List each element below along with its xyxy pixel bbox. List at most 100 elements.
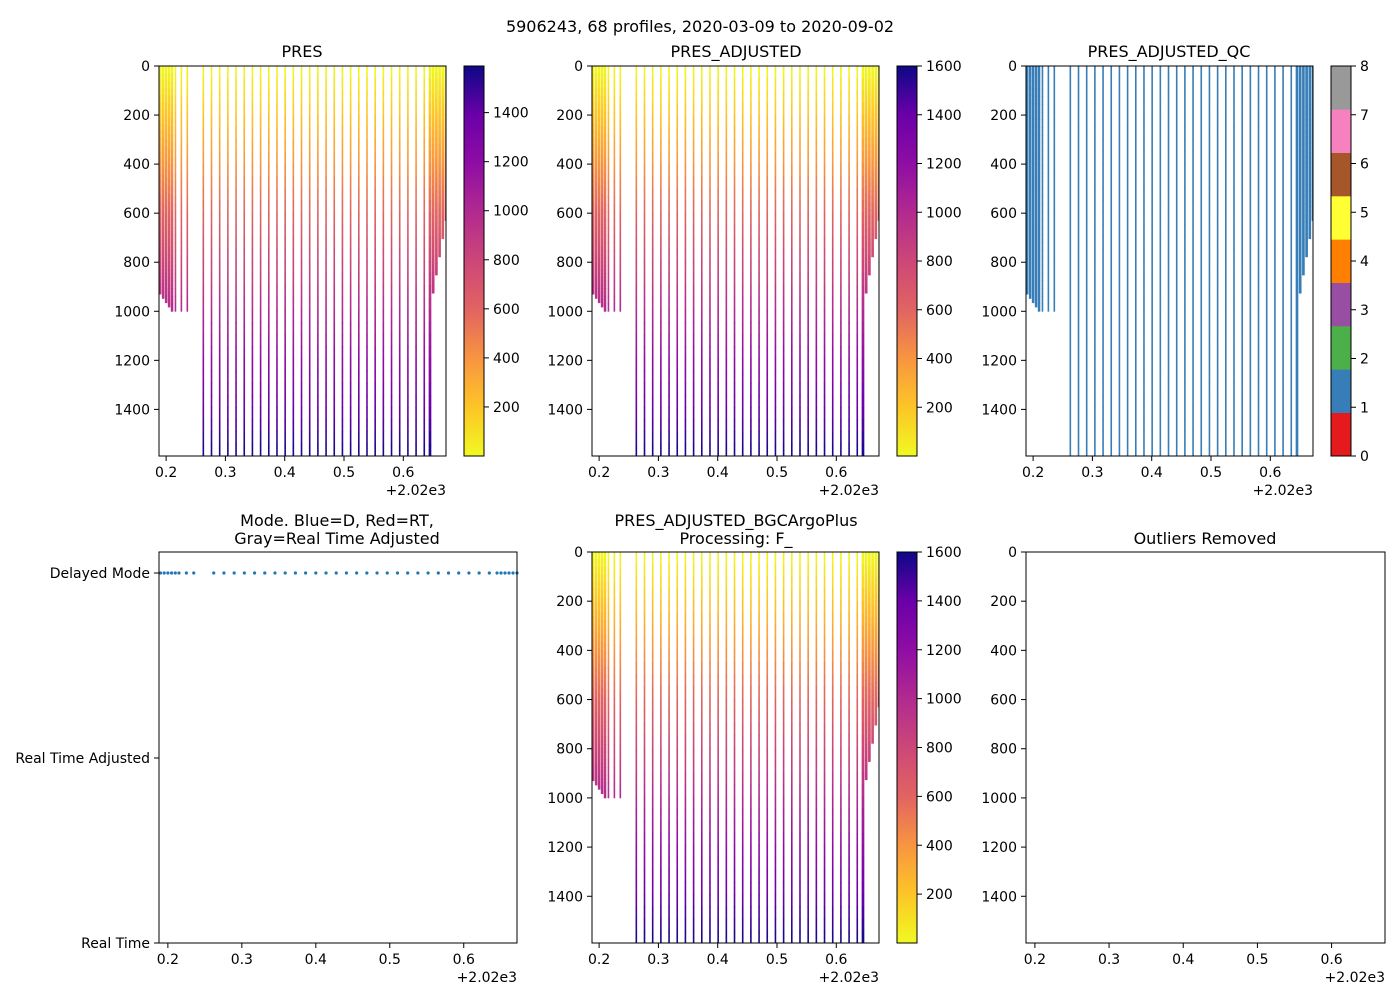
profile-cell bbox=[692, 845, 695, 858]
profile-cell bbox=[398, 248, 401, 262]
profile-cell bbox=[1031, 80, 1035, 89]
profile-cell bbox=[1216, 212, 1219, 225]
profile-cell bbox=[235, 443, 237, 457]
profile-cell bbox=[709, 906, 711, 919]
profile-cell bbox=[349, 443, 352, 457]
profile-cell bbox=[276, 419, 278, 433]
profile-cell bbox=[1167, 90, 1170, 103]
profile-cell bbox=[692, 600, 695, 614]
profile-cell bbox=[167, 209, 171, 218]
profile-cell bbox=[607, 782, 610, 791]
profile-cell bbox=[1305, 191, 1308, 198]
profile-cell bbox=[692, 808, 695, 822]
profile-cell bbox=[815, 163, 818, 177]
profile-cell bbox=[791, 273, 793, 286]
profile-cell bbox=[1257, 334, 1260, 347]
profile-cell bbox=[613, 249, 616, 259]
profile-cell bbox=[831, 66, 834, 79]
profile-cell bbox=[1069, 431, 1072, 445]
profile-cell bbox=[1026, 187, 1029, 195]
profile-cell bbox=[1249, 309, 1252, 323]
profile-cell bbox=[276, 248, 278, 262]
profile-cell bbox=[1069, 407, 1072, 420]
profile-cell bbox=[856, 261, 859, 274]
profile-cell bbox=[676, 576, 679, 590]
profile-cell bbox=[267, 370, 270, 384]
profile-cell bbox=[1118, 90, 1121, 103]
profile-cell bbox=[700, 407, 703, 420]
mode-point bbox=[173, 571, 177, 575]
profile-cell bbox=[668, 90, 670, 103]
profile-cell bbox=[1037, 242, 1041, 251]
profile-cell bbox=[592, 673, 595, 682]
profile-cell bbox=[1028, 80, 1032, 89]
profile-cell bbox=[1069, 163, 1072, 177]
profile-cell bbox=[1311, 128, 1314, 135]
profile-cell bbox=[218, 224, 221, 238]
profile-cell bbox=[871, 244, 874, 252]
profile-cell bbox=[741, 163, 744, 177]
profile-cell bbox=[692, 613, 695, 626]
profile-cell bbox=[170, 303, 174, 312]
profile-cell bbox=[284, 78, 286, 91]
profile-cell bbox=[684, 273, 687, 286]
profile-cell bbox=[374, 261, 376, 274]
profile-cell bbox=[438, 250, 441, 258]
profile-cell bbox=[597, 154, 601, 163]
profile-cell bbox=[799, 66, 801, 79]
profile-cell bbox=[276, 163, 278, 177]
profile-cell bbox=[592, 644, 595, 653]
x-tick-label: 0.4 bbox=[707, 952, 729, 968]
profile-cell bbox=[444, 99, 447, 106]
profile-cell bbox=[1031, 139, 1035, 148]
profile-cell bbox=[774, 248, 777, 262]
profile-cell bbox=[435, 170, 438, 178]
profile-cell bbox=[435, 137, 438, 145]
profile-cell bbox=[676, 771, 679, 785]
profile-cell bbox=[423, 395, 426, 408]
profile-cell bbox=[435, 229, 438, 237]
profile-cell bbox=[382, 419, 385, 433]
profile-cell bbox=[643, 735, 646, 748]
profile-cell bbox=[619, 698, 622, 707]
profile-cell bbox=[1302, 255, 1305, 263]
profile-cell bbox=[1225, 382, 1227, 396]
profile-cell bbox=[1053, 173, 1056, 182]
profile-cell bbox=[366, 90, 368, 103]
profile-cell bbox=[164, 102, 168, 111]
profile-cell bbox=[300, 431, 303, 445]
profile-cell bbox=[643, 820, 646, 834]
profile-cell bbox=[210, 236, 213, 250]
profile-cell bbox=[1126, 90, 1129, 103]
profile-cell bbox=[1102, 443, 1104, 457]
profile-cell bbox=[840, 273, 842, 286]
profile-cell bbox=[660, 285, 662, 298]
profile-cell bbox=[750, 224, 752, 238]
profile-cell bbox=[1282, 431, 1284, 445]
profile-cell bbox=[1077, 261, 1080, 274]
profile-cell bbox=[709, 382, 711, 396]
profile-cell bbox=[597, 611, 601, 620]
profile-cell bbox=[848, 273, 850, 286]
profile-cell bbox=[877, 70, 880, 77]
profile-cell bbox=[1208, 139, 1211, 152]
profile-cell bbox=[218, 236, 221, 250]
profile-cell bbox=[259, 370, 262, 384]
profile-cell bbox=[292, 358, 295, 372]
profile-cell bbox=[597, 139, 601, 148]
profile-cell bbox=[741, 674, 744, 687]
profile-cell bbox=[603, 759, 607, 768]
profile-cell bbox=[692, 735, 695, 748]
profile-cell bbox=[444, 162, 447, 168]
profile-cell bbox=[856, 382, 859, 396]
profile-cell bbox=[871, 89, 874, 97]
profile-cell bbox=[423, 151, 426, 164]
profile-cell bbox=[1167, 297, 1170, 311]
profile-cell bbox=[750, 175, 752, 189]
profile-cell bbox=[1094, 273, 1096, 286]
profile-cell bbox=[374, 78, 376, 91]
mode-point bbox=[436, 571, 440, 575]
profile-cell bbox=[799, 163, 801, 177]
profile-cell bbox=[613, 173, 616, 182]
profile-cell bbox=[1126, 224, 1129, 238]
